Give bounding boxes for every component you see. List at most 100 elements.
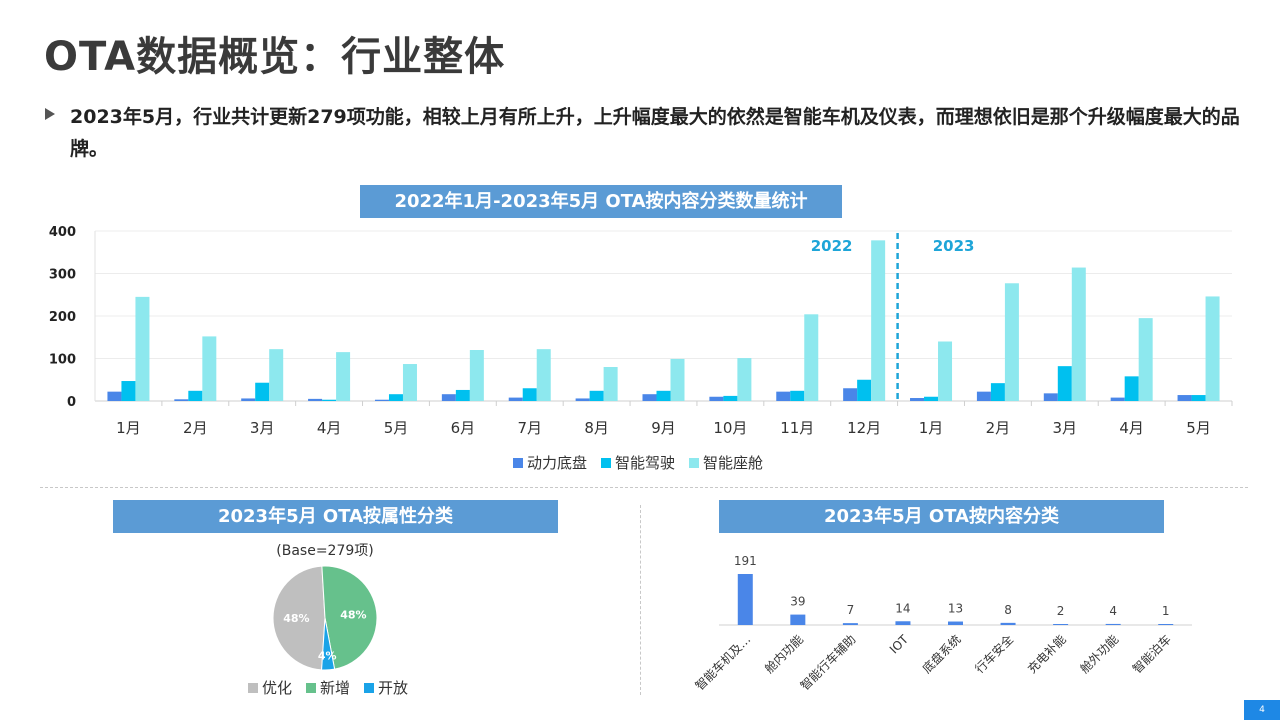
pie-swatch-optimize	[248, 682, 258, 693]
category-bar	[895, 621, 911, 625]
section-divider-vertical	[640, 505, 641, 695]
category-bar	[790, 614, 806, 625]
category-value-label: 1	[1162, 604, 1170, 618]
legend-label-drive: 智能驾驶	[615, 454, 676, 472]
category-chart-title: 2023年5月 OTA按内容分类	[719, 500, 1164, 533]
bar-dynamic	[843, 388, 858, 401]
x-tick-label: 5月	[384, 419, 409, 437]
x-tick-label: 6月	[451, 419, 476, 437]
bar-drive	[121, 381, 136, 401]
x-tick-label: 2月	[183, 419, 208, 437]
legend-label-dynamic: 动力底盘	[527, 454, 588, 472]
bar-drive	[322, 399, 337, 401]
category-value-label: 39	[790, 595, 805, 609]
bar-dynamic	[241, 398, 256, 401]
x-tick-label: 4月	[1119, 419, 1144, 437]
category-value-label: 191	[734, 554, 757, 568]
y-tick-label: 0	[67, 395, 76, 410]
legend-item-drive: 智能驾驶	[601, 452, 675, 473]
category-tick-label: IOT	[887, 632, 912, 657]
category-tick-label: 智能车机及…	[692, 632, 754, 694]
x-tick-label: 1月	[919, 419, 944, 437]
bar-cabin	[269, 349, 284, 401]
category-tick-label: 智能行车辅助	[797, 632, 859, 694]
y-tick-label: 200	[49, 310, 76, 325]
category-value-label: 7	[847, 603, 855, 617]
bar-cabin	[1071, 267, 1086, 401]
pie-slice-new	[321, 565, 378, 670]
y-tick-label: 100	[49, 353, 76, 368]
bar-dynamic	[174, 399, 189, 401]
page-number: 4	[1244, 700, 1280, 720]
category-value-label: 13	[948, 602, 963, 616]
bar-drive	[1124, 376, 1139, 401]
category-tick-label: 舱内功能	[762, 632, 806, 676]
pie-slice-open	[321, 617, 336, 671]
legend-swatch-cabin	[689, 457, 700, 468]
x-tick-label: 3月	[1053, 419, 1078, 437]
bar-dynamic	[508, 397, 523, 401]
bar-cabin	[135, 296, 150, 401]
bar-dynamic	[441, 394, 456, 401]
category-value-label: 8	[1004, 603, 1012, 617]
x-tick-label: 4月	[317, 419, 342, 437]
bar-dynamic	[910, 398, 925, 401]
bar-cabin	[938, 341, 953, 401]
pie-slice-optimize	[272, 565, 326, 671]
pie-value-label: 48%	[340, 608, 366, 621]
bar-dynamic	[709, 396, 724, 401]
bar-cabin	[737, 358, 752, 401]
pie-swatch-new	[306, 682, 317, 693]
pie-chart-title: 2023年5月 OTA按属性分类	[113, 500, 558, 533]
bar-cabin	[1004, 283, 1019, 401]
pie-swatch-open	[364, 682, 375, 693]
bar-cabin	[603, 367, 618, 401]
y-tick-label: 300	[49, 268, 76, 283]
legend-item-cabin: 智能座舱	[689, 452, 763, 473]
category-value-label: 14	[895, 601, 910, 615]
legend-item-dynamic: 动力底盘	[513, 452, 587, 473]
bar-cabin	[1205, 296, 1220, 401]
legend-swatch-drive	[601, 457, 612, 468]
bar-dynamic	[1110, 397, 1125, 401]
bar-drive	[1057, 366, 1072, 401]
bar-cabin	[804, 314, 819, 401]
bar-cabin	[469, 350, 484, 401]
bar-cabin	[536, 349, 551, 401]
x-tick-label: 1月	[116, 419, 141, 437]
section-divider-horizontal	[40, 487, 1248, 488]
pie-legend-label-optimize: 优化	[262, 679, 293, 697]
bar-dynamic	[776, 391, 791, 401]
year-label-2023: 2023	[933, 237, 975, 255]
bar-drive	[522, 388, 537, 401]
x-tick-label: 7月	[517, 419, 542, 437]
bar-drive	[790, 390, 805, 401]
bar-drive	[990, 383, 1005, 401]
bar-dynamic	[1043, 393, 1058, 401]
x-tick-label: 5月	[1186, 419, 1211, 437]
bar-drive	[188, 390, 203, 401]
bar-dynamic	[575, 398, 590, 401]
bar-dynamic	[308, 398, 323, 401]
pie-chart-legend: 优化 新增 开放	[248, 677, 408, 698]
category-bar	[1158, 624, 1174, 625]
category-bar	[1000, 622, 1016, 625]
category-tick-label: 行车安全	[972, 632, 1017, 677]
bar-cabin	[871, 240, 886, 401]
category-tick-label: 充电补能	[1024, 632, 1069, 677]
x-tick-label: 11月	[780, 419, 814, 437]
category-tick-label: 底盘系统	[919, 632, 964, 677]
bar-cabin	[670, 358, 685, 401]
bar-drive	[589, 390, 604, 401]
pie-base-note: (Base=279项)	[276, 543, 374, 559]
pie-value-label: 4%	[318, 649, 337, 662]
bar-cabin	[202, 336, 217, 401]
category-tick-label: 舱外功能	[1077, 632, 1121, 676]
bar-drive	[455, 389, 470, 401]
page-title: OTA数据概览：行业整体	[44, 34, 506, 80]
bar-drive	[656, 390, 671, 401]
bar-drive	[388, 394, 403, 401]
category-value-label: 4	[1109, 604, 1117, 618]
bar-dynamic	[374, 399, 389, 401]
